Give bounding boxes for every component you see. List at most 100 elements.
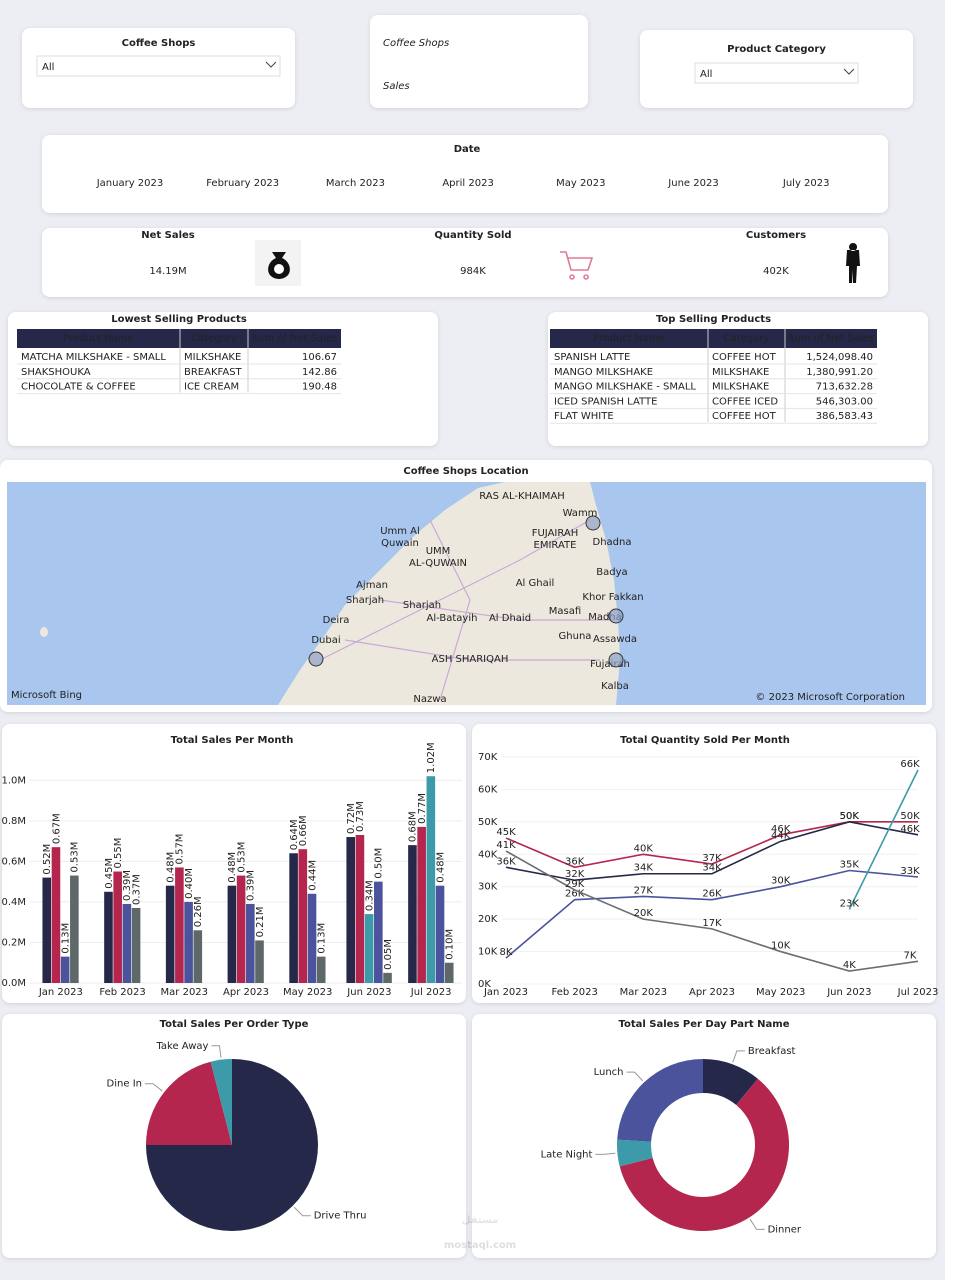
bar [355, 835, 365, 983]
bar [374, 881, 383, 983]
x-tick-label: May 2023 [756, 987, 805, 998]
map-place-label: Ghuna [559, 631, 592, 642]
watermark: مستقل [462, 1215, 499, 1226]
title-card [370, 15, 588, 108]
data-label: 36K [496, 856, 516, 867]
data-label: 10K [771, 941, 791, 952]
slice-label: Take Away [155, 1041, 208, 1052]
map-place-label: Umm Al [380, 526, 420, 537]
dropdown-value: All [700, 69, 712, 80]
data-label: 50K [840, 811, 860, 822]
month-option[interactable]: March 2023 [326, 178, 385, 189]
month-option[interactable]: July 2023 [782, 178, 830, 189]
x-tick-label: Jan 2023 [483, 987, 528, 998]
map-place-label: Dubai [311, 635, 340, 646]
month-option[interactable]: January 2023 [96, 178, 164, 189]
leader-line [749, 1219, 765, 1230]
chart-title: Total Sales Per Month [171, 735, 294, 746]
bar [435, 885, 445, 983]
data-label: 0.48M [435, 852, 446, 883]
shop-location[interactable] [608, 652, 624, 668]
y-tick-label: 60K [478, 784, 498, 795]
bar [113, 871, 122, 983]
data-label: 0.72M [346, 803, 357, 834]
column-header: Category [724, 333, 770, 344]
data-label: 30K [771, 876, 791, 887]
data-label: 0.37M [131, 874, 142, 905]
data-label: 50K [840, 811, 860, 822]
x-tick-label: Apr 2023 [223, 987, 269, 998]
data-label: 44K [771, 830, 791, 841]
leader-line [626, 1071, 644, 1082]
table-cell: 190.48 [302, 382, 337, 393]
month-option[interactable]: February 2023 [206, 178, 279, 189]
slice[interactable] [619, 1078, 789, 1231]
table-cell: COFFEE HOT [712, 352, 777, 363]
data-label: 34K [634, 863, 654, 874]
data-label: 33K [900, 866, 920, 877]
data-label: 46K [771, 824, 791, 835]
leader-line [595, 1152, 616, 1155]
data-label: 27K [634, 885, 654, 896]
x-tick-label: Feb 2023 [99, 987, 145, 998]
map-title: Coffee Shops Location [403, 466, 528, 477]
x-tick-label: Apr 2023 [689, 987, 735, 998]
slice[interactable] [146, 1061, 232, 1145]
map-place-label: Al Ghail [516, 578, 555, 589]
map-place-label: Wamm [563, 508, 598, 519]
y-tick-label: 0.2M [1, 937, 26, 948]
data-label: 0.45M [104, 858, 115, 889]
cart-icon [560, 251, 594, 280]
month-option[interactable]: June 2023 [667, 178, 718, 189]
data-label: 0.44M [307, 860, 318, 891]
data-label: 32K [565, 869, 585, 880]
shop-location[interactable] [308, 651, 324, 667]
kpi-label: Customers [746, 230, 806, 241]
bar [364, 914, 374, 983]
table-cell: 1,380,991.20 [806, 367, 873, 378]
data-label: 0.53M [236, 842, 247, 873]
map-place-label: Badya [596, 567, 627, 578]
data-label: 35K [840, 860, 860, 871]
shop-location[interactable] [608, 608, 624, 624]
y-tick-label: 0.4M [1, 897, 26, 908]
slice-label: Breakfast [748, 1046, 796, 1057]
table-cell: MILKSHAKE [184, 352, 241, 363]
bar [51, 847, 61, 983]
slice[interactable] [210, 1059, 232, 1145]
data-label: 17K [702, 918, 722, 929]
slice[interactable] [617, 1059, 703, 1142]
y-tick-label: 20K [478, 914, 498, 925]
data-label: 26K [565, 889, 585, 900]
kpi-card [42, 228, 888, 297]
table-cell: 142.86 [302, 367, 337, 378]
data-label: 0.26M [193, 896, 204, 927]
dropdown[interactable] [36, 55, 281, 77]
data-label: 26K [702, 889, 722, 900]
slice-label: Dinner [768, 1224, 802, 1235]
leader-line [144, 1083, 163, 1092]
map-land [278, 482, 620, 705]
bar [307, 893, 317, 983]
bar [316, 956, 326, 983]
bar [122, 903, 132, 983]
shop-location[interactable] [585, 515, 601, 531]
chevron [265, 61, 277, 68]
y-tick-label: 40K [478, 849, 498, 860]
dropdown[interactable] [694, 62, 859, 84]
leader-line [211, 1045, 222, 1058]
month-option[interactable]: May 2023 [556, 178, 605, 189]
slice-label: Dine In [107, 1079, 142, 1090]
data-label: 0.13M [60, 923, 71, 954]
table-cell: COFFEE ICED [712, 396, 778, 407]
y-tick-label: 1.0M [1, 775, 26, 786]
month-option[interactable]: April 2023 [442, 178, 493, 189]
data-label: 0.48M [165, 852, 176, 883]
slice-label: Drive Thru [314, 1211, 367, 1222]
slice[interactable] [703, 1059, 758, 1105]
map-place-label: Sharjah [346, 595, 384, 606]
kpi-value: 984K [460, 266, 486, 277]
data-label: 0.53M [70, 842, 81, 873]
date-card [42, 135, 888, 213]
slice[interactable] [617, 1139, 653, 1167]
